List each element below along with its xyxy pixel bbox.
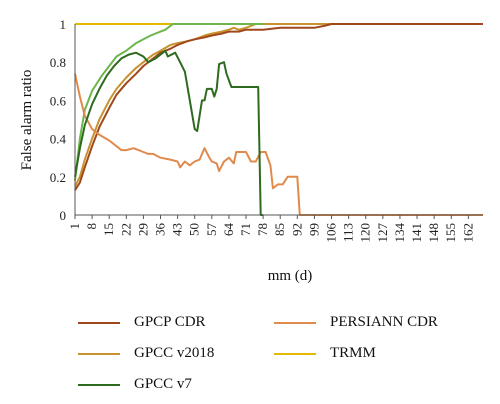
- x-tick-label: 162: [460, 223, 475, 243]
- x-tick-label: 134: [392, 223, 407, 243]
- x-tick-label: 43: [170, 223, 185, 236]
- legend-label-persiann-cdr: PERSIANN CDR: [330, 314, 438, 330]
- y-tick-label: 0.8: [50, 55, 66, 70]
- x-tick-label: 99: [306, 223, 321, 236]
- x-tick-label: 29: [135, 223, 150, 236]
- x-tick-label: 57: [204, 223, 219, 237]
- legend-item-gpcc-v7: GPCC v7: [78, 376, 192, 393]
- legend-label-gpcp-cdr: GPCP CDR: [134, 314, 206, 330]
- legend-item-gpcc-v2018: GPCC v2018: [78, 345, 214, 362]
- y-tick-label: 0: [60, 208, 67, 223]
- legend-item-trmm: TRMM: [274, 345, 376, 362]
- legend-swatch-gpcc-v2018: [78, 352, 120, 355]
- x-axis-title: mm (d): [268, 268, 313, 284]
- x-tick-label: 120: [358, 223, 373, 243]
- y-tick-label: 1: [60, 17, 67, 32]
- y-axis-title: False alarm ratio: [19, 70, 35, 171]
- legend-swatch-persiann-cdr: [274, 321, 316, 324]
- legend-swatch-gpcc-v7: [78, 383, 120, 386]
- chart: 00.20.40.60.81 1 8 15 22 29 36 43 50 57 64 71 78 85 9…: [19, 17, 483, 284]
- x-tick-labels: 1 8 15 22 29 36 43 50 57 64 71 78 85 92 99 106 113 120 127…: [67, 215, 475, 243]
- x-tick-label: 113: [341, 223, 356, 242]
- legend-swatch-gpcp-cdr: [78, 321, 120, 324]
- x-tick-label: 127: [375, 223, 390, 243]
- legend-label-gpcc-v7: GPCC v7: [134, 376, 192, 392]
- x-tick-label: 141: [409, 223, 424, 243]
- series-line-gpcc-v2018: [74, 23, 483, 187]
- legend-item-gpcp-cdr: GPCP CDR: [78, 314, 206, 331]
- x-tick-label: 15: [101, 223, 116, 236]
- y-tick-labels: 0 0.2 0.4 0.6 0.8 1: [50, 17, 67, 223]
- x-tick-label: 36: [153, 223, 168, 237]
- legend-item-persiann-cdr: PERSIANN CDR: [274, 314, 438, 331]
- series-line-gpcc-v7: [74, 49, 264, 216]
- x-tick-label: 92: [289, 223, 304, 236]
- x-tick-label: 64: [221, 223, 236, 237]
- legend-swatch-trmm: [274, 352, 316, 355]
- x-tick-label: 22: [118, 223, 133, 236]
- x-tick-label: 78: [255, 223, 270, 236]
- x-tick-label: 71: [238, 223, 253, 236]
- series-line-persiann-cdr: [74, 73, 483, 216]
- plot-lines: [74, 23, 483, 216]
- legend: GPCP CDR PERSIANN CDR GPCC v2018 TRMM GP…: [0, 308, 500, 398]
- x-tick-label: 8: [84, 223, 99, 230]
- legend-label-trmm: TRMM: [330, 345, 376, 361]
- legend-label-gpcc-v2018: GPCC v2018: [134, 345, 215, 361]
- x-tick-label: 85: [272, 223, 287, 236]
- x-tick-label: 106: [324, 223, 339, 243]
- x-tick-label: 155: [443, 223, 458, 243]
- y-tick-label: 0.2: [50, 170, 66, 185]
- x-tick-label: 50: [187, 223, 202, 236]
- x-tick-label: 148: [426, 223, 441, 243]
- y-tick-label: 0.6: [50, 93, 67, 108]
- x-tick-label: 1: [67, 223, 82, 230]
- series-line-gpcp-cdr: [74, 23, 483, 191]
- series-line-unlabeled: [74, 23, 264, 181]
- y-tick-label: 0.4: [50, 132, 67, 147]
